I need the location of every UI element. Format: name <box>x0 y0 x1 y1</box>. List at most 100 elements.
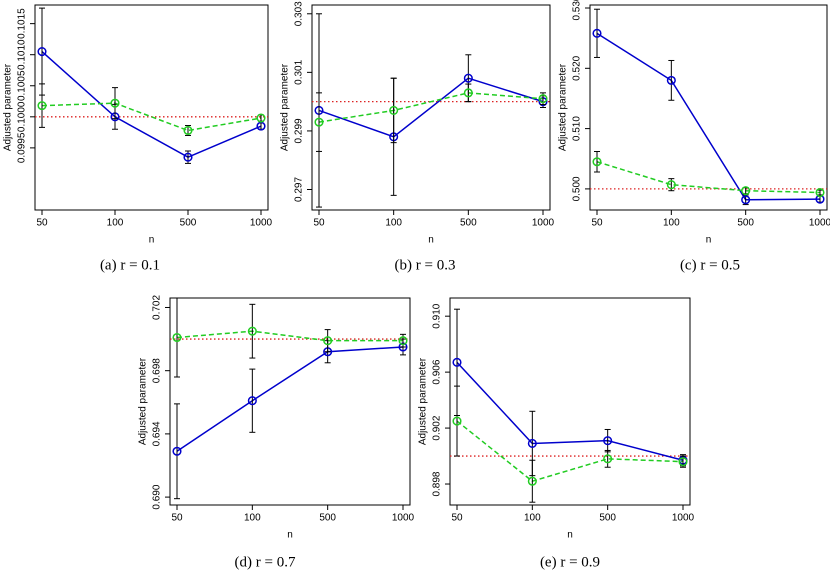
y-tick-label: 0.910 <box>432 303 443 328</box>
y-axis-label: Adjusted parameter <box>3 63 14 151</box>
error-bar <box>174 297 180 378</box>
point <box>741 195 751 205</box>
plot-frame <box>589 4 828 211</box>
error-bar <box>324 329 331 353</box>
y-tick-label: 0.510 <box>572 116 583 141</box>
error-bar <box>258 114 264 122</box>
y-tick-label: 0.1000 <box>17 101 28 132</box>
y-axis-label: Adjusted parameter <box>280 63 291 151</box>
error-bar <box>465 83 472 103</box>
x-tick-label: 50 <box>36 218 48 229</box>
error-bar <box>594 8 600 58</box>
y-axis-label: Adjusted parameter <box>418 357 429 445</box>
point <box>592 157 602 167</box>
y-tick-label: 0.702 <box>152 295 163 320</box>
y-tick-label: 0.1005 <box>17 70 28 101</box>
error-bar <box>39 7 45 96</box>
y-tick-label: 0.530 <box>572 0 583 21</box>
error-bar <box>316 92 322 152</box>
x-tick-label: 50 <box>313 218 325 229</box>
error-bar <box>668 59 675 101</box>
y-tick-label: 0.520 <box>572 55 583 80</box>
point <box>815 187 825 198</box>
y-tick-label: 0.299 <box>294 118 305 143</box>
point <box>314 117 324 127</box>
caption: (b) r = 0.3 <box>395 257 456 273</box>
series-line <box>456 361 684 461</box>
caption: (c) r = 0.5 <box>680 257 740 273</box>
point <box>110 98 120 108</box>
error-bar <box>454 385 460 457</box>
series-line <box>41 102 262 132</box>
error-bar <box>594 151 600 173</box>
y-axis-label: Adjusted parameter <box>138 357 149 445</box>
point <box>741 186 751 196</box>
x-axis-label: n <box>567 530 573 541</box>
x-tick-label: 100 <box>524 513 541 524</box>
x-tick-label: 500 <box>460 218 477 229</box>
point <box>452 357 462 367</box>
y-tick-label: 0.690 <box>152 484 163 509</box>
y-tick-label: 0.303 <box>294 1 305 26</box>
panel: 0.500 0.510 0.520 0.530 50 100 500 1000 n Adjuste… <box>558 0 830 273</box>
point <box>37 47 47 57</box>
series-line <box>318 77 544 138</box>
point <box>666 75 676 85</box>
y-tick-label: 0.297 <box>294 177 305 202</box>
point <box>256 113 266 123</box>
y-tick-label: 0.1010 <box>17 39 28 70</box>
point <box>463 73 473 83</box>
x-axis-label: n <box>287 530 293 541</box>
error-bar <box>529 459 536 503</box>
point <box>603 436 613 446</box>
series-line <box>176 346 404 452</box>
x-tick-label: 50 <box>451 513 463 524</box>
error-bar <box>249 303 256 359</box>
x-tick-label: 50 <box>171 513 183 524</box>
x-tick-label: 100 <box>107 218 124 229</box>
error-bar <box>39 83 45 128</box>
series-line <box>456 420 684 483</box>
panel: 0.690 0.694 0.698 0.702 50 100 500 1000 n Adjuste… <box>138 295 415 571</box>
x-tick-label: 500 <box>180 218 197 229</box>
y-tick-label: 0.906 <box>432 359 443 384</box>
x-tick-label: 1000 <box>250 218 273 229</box>
y-tick-label: 0.1015 <box>17 8 28 39</box>
x-tick-label: 500 <box>737 218 754 229</box>
point <box>247 326 257 336</box>
point <box>527 438 537 449</box>
x-tick-label: 500 <box>599 513 616 524</box>
x-axis-label: n <box>706 235 712 246</box>
point <box>527 476 537 486</box>
point <box>183 152 193 162</box>
y-tick-label: 0.500 <box>572 176 583 201</box>
point <box>592 28 602 38</box>
x-tick-label: 1000 <box>672 513 695 524</box>
x-tick-label: 500 <box>319 513 336 524</box>
plot-frame <box>34 4 269 211</box>
point <box>247 396 257 406</box>
panel: 0.898 0.902 0.906 0.910 50 100 500 1000 n Adjuste… <box>418 297 695 570</box>
point <box>183 125 193 136</box>
x-tick-label: 100 <box>244 513 261 524</box>
caption: (a) r = 0.1 <box>100 257 160 273</box>
y-axis-label: Adjusted parameter <box>558 63 569 151</box>
panel: 0.297 0.299 0.301 0.303 50 100 500 1000 n Adjuste… <box>280 1 555 274</box>
error-bar <box>604 449 611 468</box>
x-tick-label: 1000 <box>809 218 830 229</box>
plot-frame <box>169 297 411 506</box>
point <box>538 94 548 104</box>
caption: (d) r = 0.7 <box>235 554 296 570</box>
y-tick-label: 0.694 <box>152 421 163 446</box>
series-line <box>596 32 821 201</box>
x-tick-label: 100 <box>385 218 402 229</box>
plot-frame <box>311 4 551 211</box>
point <box>389 105 399 115</box>
point <box>678 457 688 467</box>
point <box>172 446 182 456</box>
error-bar <box>817 189 823 196</box>
series-line <box>318 92 544 123</box>
plot-frame <box>449 297 691 506</box>
